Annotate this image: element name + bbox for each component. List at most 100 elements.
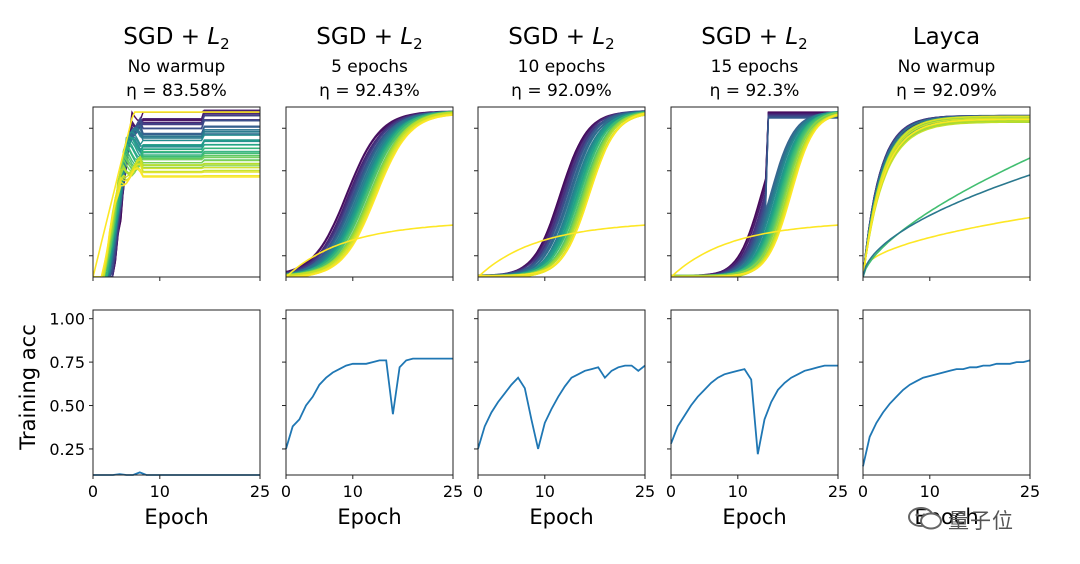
panel-1-bottom: 0 10 25 0.25 0.50 0.75 1.00 Epoch — [49, 309, 270, 529]
x-tick-label: 0 — [858, 482, 868, 501]
wechat-icon — [908, 507, 942, 530]
layer-curve — [286, 112, 453, 277]
x-tick-label: 25 — [828, 482, 848, 501]
layer-curve — [863, 117, 1030, 277]
training-acc-line — [477, 364, 646, 450]
bottom-axes-frame — [477, 309, 646, 476]
y-axis-label: Training acc — [16, 324, 40, 451]
title-subscript: 2 — [605, 35, 615, 53]
panel-subtitle: No warmup — [898, 57, 996, 77]
top-axes-frame — [862, 106, 1031, 278]
panel-subtitle: 15 epochs — [711, 57, 799, 77]
layer-curve — [863, 119, 1030, 277]
x-axis-label: Epoch — [337, 505, 401, 529]
layer-curve — [671, 113, 838, 277]
layer-curve — [863, 116, 1030, 277]
title-subscript: 2 — [798, 35, 808, 53]
layer-curve — [863, 115, 1030, 277]
layer-curve — [286, 113, 453, 277]
title-symbol: L — [400, 24, 413, 50]
layer-curve — [863, 117, 1030, 277]
layer-curves — [863, 114, 1030, 277]
x-tick-label: 25 — [1020, 482, 1040, 501]
layer-curve — [863, 115, 1030, 277]
panel-title: SGD + L2 — [701, 24, 807, 53]
layer-curves — [286, 110, 453, 277]
panel-eta-label: η = 83.58% — [126, 81, 227, 101]
x-tick-label: 0 — [473, 482, 483, 501]
panel-4-bottom: 0 10 25 Epoch — [666, 309, 848, 529]
layer-curve — [286, 111, 453, 276]
x-tick-label: 10 — [150, 482, 170, 501]
panel-title: SGD + L2 — [316, 24, 422, 53]
x-tick-label: 10 — [728, 482, 748, 501]
x-tick-label: 25 — [250, 482, 270, 501]
layer-curve-outlier — [671, 224, 838, 277]
layer-curve — [863, 121, 1030, 277]
layer-curve — [863, 118, 1030, 277]
layer-curve — [863, 121, 1030, 277]
title-symbol: L — [592, 24, 605, 50]
top-axes-frame — [285, 106, 454, 278]
panel-subtitle: No warmup — [128, 57, 226, 77]
title-main: SGD + — [508, 24, 592, 50]
x-tick-label: 0 — [88, 482, 98, 501]
layer-curve — [671, 110, 838, 277]
layer-curve — [863, 115, 1030, 277]
training-acc-line — [285, 357, 453, 450]
bottom-axes-frame — [92, 309, 261, 476]
panel-eta-label: η = 92.09% — [511, 81, 612, 101]
layer-curve — [863, 118, 1030, 277]
panel-4-top: SGD + L2 15 epochs η = 92.3% — [667, 24, 839, 281]
layer-curve — [863, 120, 1030, 277]
layer-curve — [863, 120, 1030, 277]
layer-curve — [863, 117, 1030, 277]
layer-curve — [93, 155, 260, 277]
training-acc-line — [862, 359, 1031, 467]
bottom-axes-frame — [862, 309, 1031, 476]
layer-curve — [863, 115, 1030, 277]
layer-curve — [863, 114, 1030, 277]
layer-curve — [93, 168, 260, 277]
layer-curve — [863, 116, 1030, 277]
layer-curve — [863, 115, 1030, 277]
panel-2-top: SGD + L2 5 epochs η = 92.43% — [282, 24, 454, 281]
layer-curve — [863, 121, 1030, 277]
panel-2-bottom: 0 10 25 Epoch — [281, 309, 463, 529]
layer-curve — [93, 166, 260, 277]
layer-curve — [863, 119, 1030, 277]
x-tick-label: 10 — [920, 482, 940, 501]
layer-curve-outlier — [286, 224, 453, 277]
layer-curve — [863, 115, 1030, 277]
layer-curve — [863, 116, 1030, 277]
training-acc-line — [670, 364, 838, 455]
y-tick-label: 0.50 — [49, 397, 85, 416]
layer-curve — [863, 118, 1030, 277]
layer-curve — [863, 115, 1030, 277]
panel-eta-label: η = 92.43% — [319, 81, 420, 101]
layer-curve — [93, 163, 260, 277]
layer-curve — [863, 121, 1030, 277]
x-tick-label: 25 — [443, 482, 463, 501]
layer-curve — [286, 110, 453, 275]
title-main: SGD + — [701, 24, 785, 50]
x-tick-label: 10 — [343, 482, 363, 501]
panel-eta-label: η = 92.09% — [896, 81, 997, 101]
layer-curves — [478, 110, 645, 277]
watermark: 量子位 — [906, 500, 1056, 540]
bottom-axes-frame — [670, 309, 839, 476]
x-axis-label: Epoch — [722, 505, 786, 529]
layer-curve — [863, 121, 1030, 277]
x-axis-label: Epoch — [144, 505, 208, 529]
title-main: SGD + — [316, 24, 400, 50]
layer-curve — [478, 112, 645, 277]
layer-curves — [93, 109, 260, 277]
x-axis-label: Epoch — [529, 505, 593, 529]
layer-curve — [286, 111, 453, 274]
panel-title: SGD + L2 — [508, 24, 614, 53]
layer-curve — [863, 117, 1030, 277]
layer-curve-outlier — [863, 216, 1030, 273]
layer-curve — [863, 117, 1030, 277]
layer-curve — [863, 119, 1030, 277]
